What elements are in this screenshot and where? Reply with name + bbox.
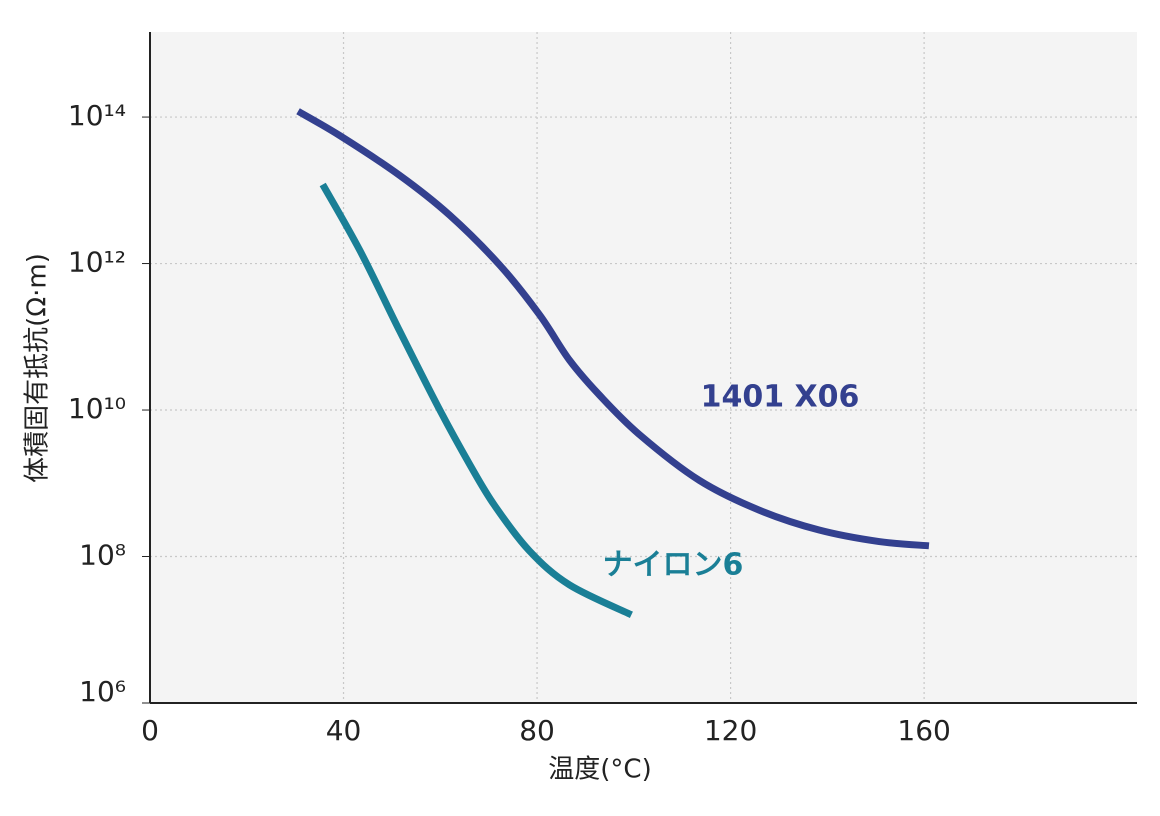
series-line xyxy=(319,182,633,618)
y-tick-label: 10⁸ xyxy=(79,539,126,572)
y-axis-label: 体積固有抵抗(Ω·m) xyxy=(23,253,53,483)
plot-area xyxy=(150,32,1137,703)
series-label: 1401 X06 xyxy=(701,380,860,415)
x-tick-label: 40 xyxy=(326,714,362,747)
series-line xyxy=(296,108,930,550)
y-tick-label: 10¹⁴ xyxy=(68,99,126,132)
x-tick-label: 0 xyxy=(141,714,159,747)
x-axis-label: 温度(°C) xyxy=(548,755,651,785)
y-tick-label: 10¹⁰ xyxy=(68,392,126,425)
series-label: ナイロン6 xyxy=(603,548,744,583)
y-tick-label: 10¹² xyxy=(68,246,126,279)
x-tick-label: 80 xyxy=(519,714,555,747)
x-tick-label: 160 xyxy=(897,714,950,747)
y-tick-label: 10⁶ xyxy=(79,675,126,708)
x-tick-label: 120 xyxy=(704,714,757,747)
